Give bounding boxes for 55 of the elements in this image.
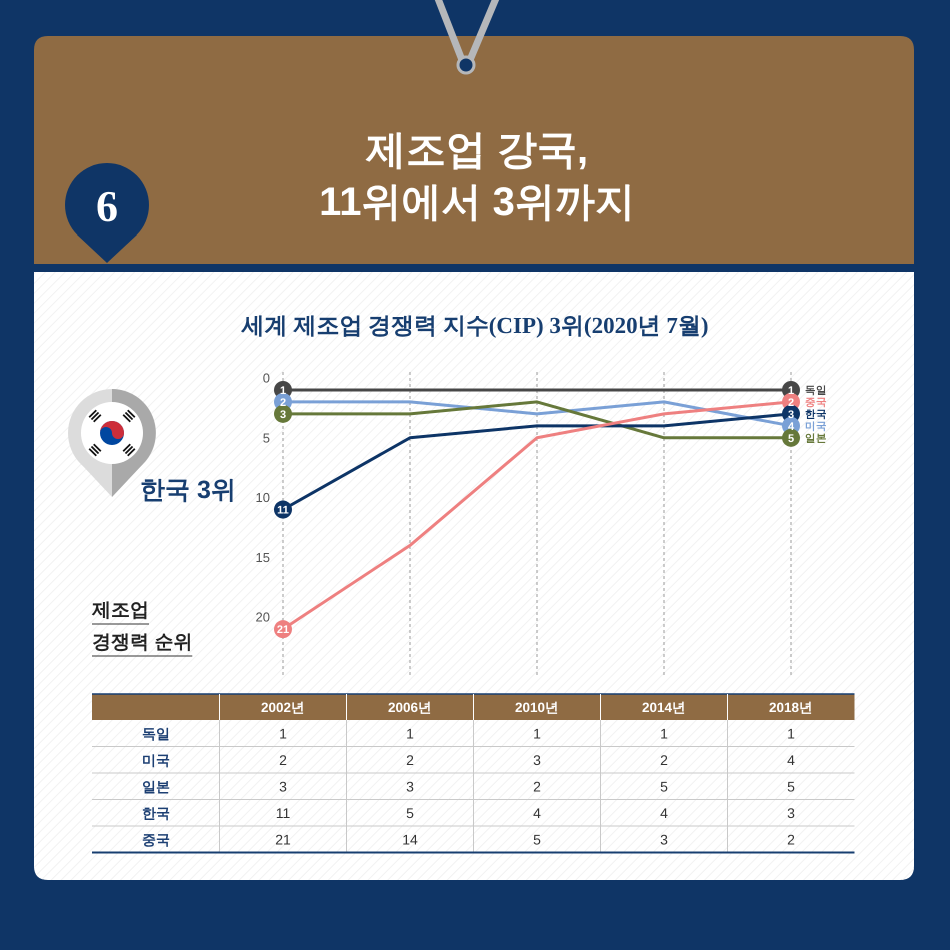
y-tick-label: 0 xyxy=(262,370,270,386)
y-tick-label: 15 xyxy=(256,550,270,565)
series-label: 미국 xyxy=(805,420,827,433)
text: 미국 xyxy=(142,752,170,768)
chart-title: 제조업 강국, 11위에서 3위까지 xyxy=(319,128,635,224)
chart-subtitle: 세계 제조업 경쟁력 지수(CIP) 3위(2020년 7월) xyxy=(240,313,708,338)
data-label: 1 xyxy=(787,725,796,742)
annotation: 3 xyxy=(788,408,794,421)
x-tick-label: 2006년 xyxy=(388,700,432,715)
series-label: 한국 xyxy=(805,408,827,421)
data-label: 2 xyxy=(406,752,414,768)
data-label: 11 xyxy=(276,804,290,821)
data-label: 3 xyxy=(533,752,542,768)
x-tick-label: 2010년 xyxy=(514,700,560,715)
x-tick-label: 2018년 xyxy=(768,700,814,715)
series-label: 독일 xyxy=(805,384,827,397)
text: 한국 xyxy=(142,804,170,821)
data-label: 3 xyxy=(660,831,668,848)
data-label: 14 xyxy=(402,831,418,848)
data-label: 4 xyxy=(787,752,796,768)
data-label: 1 xyxy=(279,725,288,742)
text: 중국 xyxy=(142,831,170,848)
y-tick-label: 20 xyxy=(256,610,270,625)
annotation: 한국 3위 xyxy=(140,476,236,504)
x-tick-label: 2002년 xyxy=(260,700,306,715)
data-label: 2 xyxy=(533,778,542,794)
data-label: 21 xyxy=(275,831,291,848)
annotation: 21 xyxy=(276,624,290,636)
annotation: 5 xyxy=(788,432,794,445)
data-label: 2 xyxy=(787,831,796,848)
data-label: 2 xyxy=(279,752,288,768)
text: 6 xyxy=(96,182,118,231)
data-label: 3 xyxy=(406,778,414,794)
y-tick-label: 10 xyxy=(256,490,270,506)
text: 일본 xyxy=(142,778,170,794)
data-label: 1 xyxy=(660,725,668,742)
data-label: 5 xyxy=(787,778,796,794)
data-label: 3 xyxy=(787,804,796,821)
x-tick-label: 2014년 xyxy=(642,700,686,715)
data-label: 2 xyxy=(660,752,668,768)
y-tick-label: 5 xyxy=(262,430,270,446)
data-label: 1 xyxy=(533,725,542,742)
text: 독일 xyxy=(142,725,170,742)
annotation: 3 xyxy=(280,408,286,421)
series-label: 중국 xyxy=(805,396,827,409)
data-label: 5 xyxy=(533,831,542,848)
annotation: 11 xyxy=(277,504,289,517)
data-label: 4 xyxy=(660,804,668,821)
data-label: 3 xyxy=(279,778,288,794)
series-label: 일본 xyxy=(805,432,827,445)
data-label: 4 xyxy=(533,804,542,821)
y-axis-title: 제조업 경쟁력 순위 xyxy=(91,600,192,653)
data-label: 5 xyxy=(406,804,414,821)
data-label: 1 xyxy=(406,725,414,742)
data-label: 5 xyxy=(660,778,668,794)
